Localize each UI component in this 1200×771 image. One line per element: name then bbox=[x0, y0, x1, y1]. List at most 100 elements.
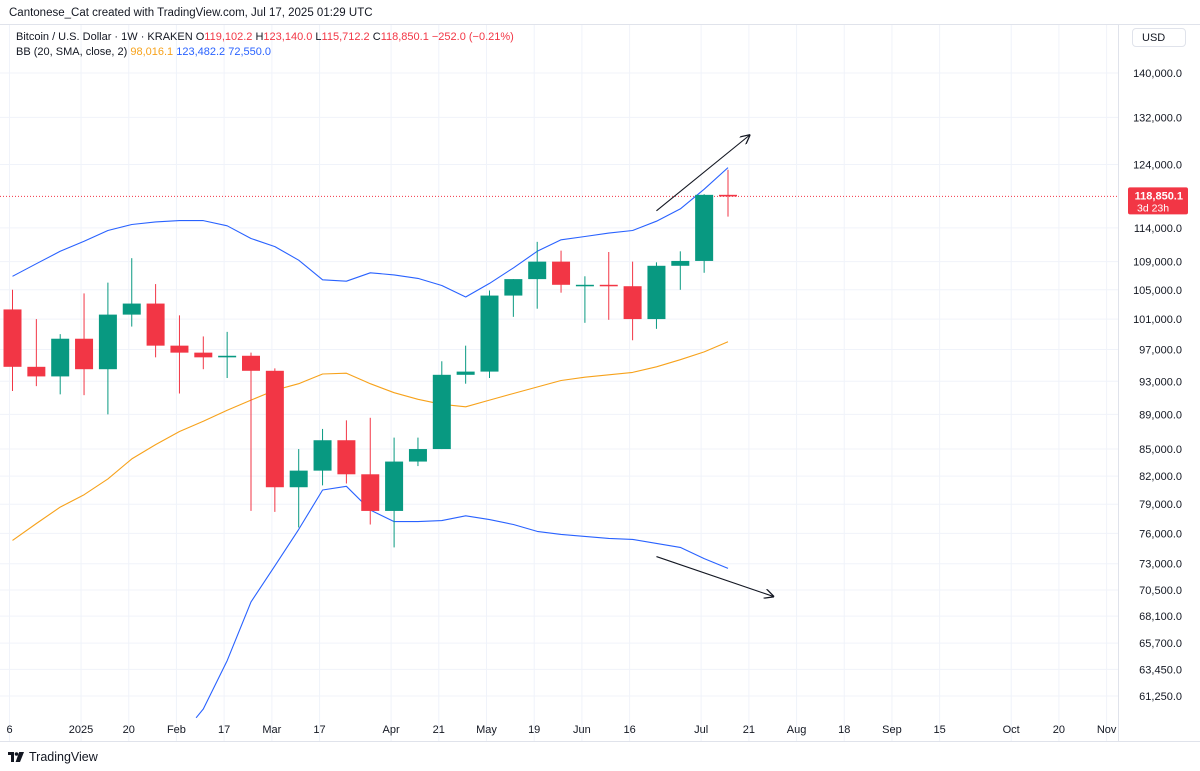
candle-body bbox=[27, 366, 46, 377]
candle bbox=[361, 417, 380, 525]
candle bbox=[504, 279, 523, 317]
bb-lower-line bbox=[195, 485, 729, 719]
candle-body bbox=[361, 474, 380, 511]
price-tag-bg bbox=[1128, 187, 1188, 215]
time-axis-label: Sep bbox=[882, 724, 902, 736]
time-axis-label: Aug bbox=[787, 724, 807, 736]
candle-body bbox=[432, 374, 451, 450]
time-axis-label: Mar bbox=[262, 724, 281, 736]
candle bbox=[170, 315, 189, 394]
candle bbox=[480, 290, 499, 379]
price-tag-countdown: 3d 23h bbox=[1137, 202, 1169, 214]
bollinger-bands bbox=[12, 167, 729, 719]
tradingview-logo-text: TradingView bbox=[29, 750, 98, 764]
bb-basis-value: 98,016.1 bbox=[130, 46, 174, 58]
candle bbox=[122, 258, 141, 327]
open-value: 119,102.2 bbox=[204, 31, 253, 43]
candles bbox=[3, 169, 737, 548]
low-value: 115,712.2 bbox=[321, 31, 370, 43]
legend-ohlc-row: Bitcoin / U.S. Dollar · 1W · KRAKEN O119… bbox=[16, 30, 514, 45]
close-value: 118,850.1 bbox=[380, 31, 429, 43]
candle bbox=[265, 368, 284, 512]
time-axis-label: Jul bbox=[694, 724, 708, 736]
time-axis-label: Feb bbox=[167, 724, 186, 736]
price-axis-divider bbox=[1118, 24, 1119, 742]
price-axis-label: 93,000.0 bbox=[1139, 376, 1182, 388]
high-value: 123,140.0 bbox=[263, 31, 313, 43]
candle-body bbox=[289, 470, 308, 488]
annotations bbox=[656, 135, 773, 596]
candle bbox=[695, 194, 714, 273]
candle-body bbox=[385, 461, 404, 511]
chart-credit: Cantonese_Cat created with TradingView.c… bbox=[9, 7, 373, 19]
time-axis-label: 17 bbox=[218, 724, 230, 736]
candle bbox=[575, 276, 594, 323]
price-axis-label: 109,000.0 bbox=[1133, 257, 1182, 269]
candle bbox=[432, 361, 451, 450]
price-axis-label: 76,000.0 bbox=[1139, 528, 1182, 540]
time-axis-label: 15 bbox=[934, 724, 946, 736]
bb-indicator-title[interactable]: BB (20, SMA, close, 2) bbox=[16, 46, 128, 58]
candle bbox=[242, 352, 260, 511]
bottom-divider bbox=[0, 741, 1200, 742]
candle-body bbox=[3, 309, 22, 367]
time-axis-label: Nov bbox=[1097, 724, 1117, 736]
grid bbox=[0, 25, 1118, 741]
candle-body bbox=[408, 449, 427, 462]
candle bbox=[671, 251, 690, 290]
time-axis[interactable]: 6 2025 20 Feb 17 Mar 17 Apr 21 May 19 Jun 16 Jul 21 Aug… bbox=[6, 724, 1116, 736]
candle-body bbox=[313, 440, 332, 471]
price-tag-value: 118,850.1 bbox=[1135, 190, 1183, 202]
price-axis-label: 140,000.0 bbox=[1133, 68, 1182, 80]
plot-area bbox=[0, 135, 1118, 719]
price-axis-label: 97,000.0 bbox=[1139, 345, 1182, 357]
tradingview-logo-icon bbox=[8, 752, 24, 762]
candle-body bbox=[480, 295, 499, 372]
close-label: C bbox=[372, 31, 381, 43]
candle-body bbox=[51, 338, 70, 377]
top-divider bbox=[0, 24, 1200, 25]
candle-body bbox=[456, 371, 475, 375]
time-axis-label: 16 bbox=[623, 724, 635, 736]
candle-body bbox=[671, 260, 690, 266]
high-label: H bbox=[255, 31, 264, 43]
price-axis-label: 85,000.0 bbox=[1139, 444, 1182, 456]
price-axis-label: 79,000.0 bbox=[1139, 499, 1182, 511]
price-axis-label: 70,500.0 bbox=[1139, 585, 1182, 597]
bb-lower-value: 72,550.0 bbox=[228, 46, 272, 58]
time-axis-label: 18 bbox=[838, 724, 850, 736]
bb-basis-line bbox=[12, 341, 729, 541]
price-axis-label: 63,450.0 bbox=[1139, 664, 1182, 676]
candle bbox=[647, 262, 666, 329]
low-label: L bbox=[315, 31, 322, 43]
candle bbox=[456, 345, 475, 384]
candle bbox=[408, 437, 427, 467]
candle bbox=[337, 420, 356, 484]
bb-upper-line bbox=[12, 167, 729, 298]
candle bbox=[289, 449, 308, 528]
candle bbox=[313, 428, 332, 486]
currency-button[interactable]: USD bbox=[1132, 28, 1186, 47]
candle bbox=[51, 334, 70, 395]
time-axis-label: 20 bbox=[1053, 724, 1065, 736]
time-axis-label: 21 bbox=[433, 724, 445, 736]
candle-body bbox=[647, 265, 666, 320]
price-axis-label: 114,000.0 bbox=[1134, 223, 1182, 235]
candle-body bbox=[75, 338, 94, 370]
candle bbox=[623, 261, 642, 341]
candle-body bbox=[695, 194, 714, 261]
price-axis-label: 73,000.0 bbox=[1139, 559, 1182, 571]
time-axis-label: 20 bbox=[123, 724, 135, 736]
candle-body bbox=[242, 355, 260, 371]
candle-body bbox=[218, 355, 237, 358]
price-axis[interactable]: 140,000.0 132,000.0 124,000.0 114,000.0 109,… bbox=[1133, 68, 1182, 703]
price-axis-label: 65,700.0 bbox=[1139, 638, 1182, 650]
candle-body bbox=[337, 440, 356, 475]
candle-body bbox=[575, 284, 594, 287]
candle-body bbox=[552, 261, 571, 285]
candle-body bbox=[146, 303, 165, 346]
time-axis-label: 19 bbox=[528, 724, 540, 736]
symbol-title[interactable]: Bitcoin / U.S. Dollar · 1W · KRAKEN bbox=[16, 31, 193, 43]
tradingview-logo: TradingView bbox=[8, 750, 98, 764]
